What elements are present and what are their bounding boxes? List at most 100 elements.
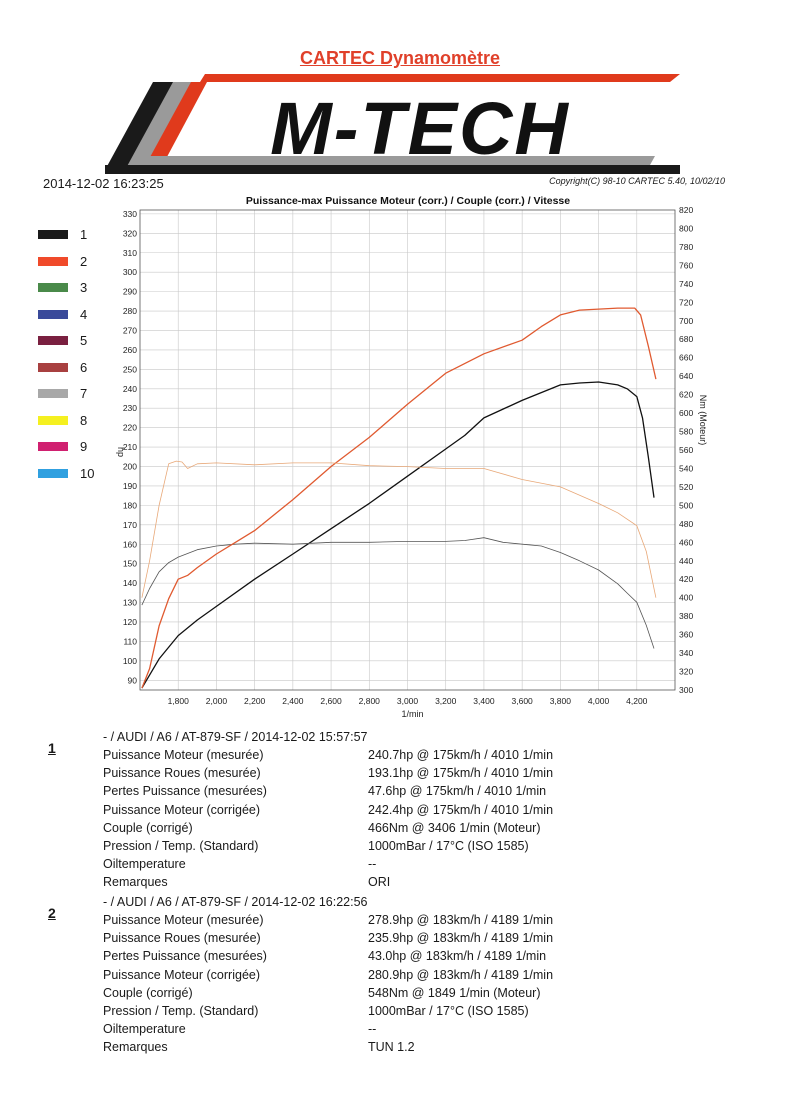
legend-label: 8 [80, 412, 88, 428]
y-left-tick-label: 100 [123, 656, 137, 666]
legend-item: 6 [38, 359, 128, 377]
result-value: 1000mBar / 17°C (ISO 1585) [368, 1004, 529, 1018]
legend-swatch [38, 389, 68, 398]
result-value: 548Nm @ 1849 1/min (Moteur) [368, 985, 541, 1000]
legend-swatch [38, 442, 68, 451]
y-right-tick-label: 800 [679, 223, 693, 233]
result-value: 1000mBar / 17°C (ISO 1585) [368, 839, 529, 853]
result-row: Remarques ORI [103, 875, 743, 893]
series-line [141, 460, 657, 598]
legend-swatch [38, 336, 68, 345]
x-tick-label: 3,400 [473, 696, 495, 706]
result-row: Pression / Temp. (Standard) 1000mBar / 17… [103, 1004, 743, 1022]
legend-label: 5 [80, 333, 88, 348]
result-row: Couple (corrigé) 466Nm @ 3406 1/min (Mote… [103, 821, 743, 839]
result-label: Oiltemperature [103, 1022, 186, 1037]
legend-item: 1 [38, 227, 128, 244]
result-value: 43.0hp @ 183km/h / 4189 1/min [368, 949, 547, 964]
result-value: 235.9hp @ 183km/h / 4189 1/min [368, 931, 554, 946]
y-right-tick-label: 540 [679, 463, 693, 473]
result-value: 242.4hp @ 175km/h / 4010 1/min [368, 802, 554, 817]
series-line [141, 537, 655, 649]
legend-label: 4 [80, 306, 88, 322]
run-header: - / AUDI / A6 / AT-879-SF / 2014-12-02 1… [103, 895, 368, 909]
result-row: Oiltemperature -- [103, 1022, 743, 1040]
legend-item: 3 [38, 280, 128, 297]
result-label: Puissance Moteur (mesurée) [103, 748, 264, 762]
y-left-tick-label: 250 [123, 364, 137, 374]
result-row: Oiltemperature -- [103, 857, 743, 875]
y-left-tick-label: 310 [123, 248, 137, 258]
result-row: Remarques TUN 1.2 [103, 1040, 743, 1058]
y-left-tick-label: 180 [123, 500, 137, 510]
y-right-tick-label: 360 [679, 630, 693, 640]
y-right-tick-label: 620 [679, 390, 693, 400]
x-tick-label: 3,000 [397, 696, 419, 706]
x-tick-label: 2,200 [244, 696, 266, 706]
y-right-tick-label: 500 [679, 500, 693, 510]
y-right-tick-label: 520 [679, 482, 693, 492]
result-value: -- [368, 857, 377, 872]
y-left-tick-label: 140 [123, 578, 137, 588]
legend-swatch [38, 415, 68, 425]
result-row: Puissance Roues (mesurée) 235.9hp @ 183km… [103, 931, 743, 949]
y-right-tick-label: 680 [679, 334, 693, 344]
y-left-tick-label: 170 [123, 520, 137, 530]
m-tech-logo: M-TECH [105, 74, 680, 174]
legend-item: 9 [38, 439, 128, 456]
y-left-tick-label: 110 [123, 636, 137, 646]
y-left-tick-label: 150 [123, 559, 137, 569]
legend-label: 7 [80, 386, 88, 401]
y-right-tick-label: 460 [679, 537, 693, 547]
result-label: Couple (corrigé) [103, 820, 193, 835]
y-right-tick-label: 480 [679, 519, 693, 529]
chart-series [141, 307, 657, 689]
y-left-tick-label: 90 [128, 675, 138, 685]
legend-label: 10 [80, 465, 95, 481]
x-tick-label: 1,800 [168, 696, 190, 706]
y-right-tick-label: 780 [679, 242, 693, 252]
copyright: Copyright(C) 98-10 CARTEC 5.40, 10/02/10 [549, 176, 725, 186]
result-value: 466Nm @ 3406 1/min (Moteur) [368, 820, 541, 835]
dyno-chart: Puissance-max Puissance Moteur (corr.) /… [116, 195, 708, 719]
result-row: Puissance Moteur (mesurée) 240.7hp @ 175k… [103, 748, 743, 766]
x-tick-label: 2,800 [359, 696, 381, 706]
legend-label: 6 [80, 359, 88, 375]
y-right-tick-label: 300 [679, 685, 693, 695]
x-tick-label: 3,600 [512, 696, 534, 706]
legend-label: 1 [80, 227, 88, 242]
x-tick-label: 2,000 [206, 696, 228, 706]
y-right-tick-label: 600 [679, 408, 693, 418]
legend-label: 3 [80, 280, 88, 295]
y-right-tick-label: 820 [679, 205, 693, 215]
result-value: 280.9hp @ 183km/h / 4189 1/min [368, 967, 554, 982]
y-right-tick-label: 740 [679, 279, 693, 289]
result-row: Puissance Moteur (corrigée) 280.9hp @ 183… [103, 968, 743, 986]
y-right-axis-label: Nm (Moteur) [698, 395, 708, 446]
y-right-tick-label: 340 [679, 648, 693, 658]
result-value: -- [368, 1022, 377, 1037]
y-left-axis-label: hp [116, 447, 126, 457]
y-left-tick-label: 270 [123, 325, 137, 335]
test-date: 2014-12-02 16:23:25 [43, 176, 164, 191]
result-label: Pression / Temp. (Standard) [103, 1004, 259, 1018]
legend-item: 4 [38, 306, 128, 324]
result-label: Couple (corrigé) [103, 985, 193, 1000]
result-label: Puissance Moteur (corrigée) [103, 802, 261, 817]
y-left-tick-label: 330 [123, 209, 137, 219]
legend-item: 5 [38, 333, 128, 350]
y-left-tick-label: 280 [123, 306, 137, 316]
logo-text: M-TECH [270, 87, 570, 170]
run-number: 1 [48, 740, 56, 756]
result-row: Couple (corrigé) 548Nm @ 1849 1/min (Mote… [103, 986, 743, 1004]
y-left-tick-label: 240 [123, 384, 137, 394]
x-tick-label: 2,600 [320, 696, 342, 706]
y-right-tick-label: 660 [679, 353, 693, 363]
y-left-tick-label: 200 [123, 462, 137, 472]
y-left-tick-label: 320 [123, 228, 137, 238]
legend-swatch [38, 309, 68, 319]
y-right-tick-label: 380 [679, 611, 693, 621]
legend-item: 7 [38, 386, 128, 403]
y-right-tick-label: 420 [679, 574, 693, 584]
result-value: 240.7hp @ 175km/h / 4010 1/min [368, 748, 554, 762]
